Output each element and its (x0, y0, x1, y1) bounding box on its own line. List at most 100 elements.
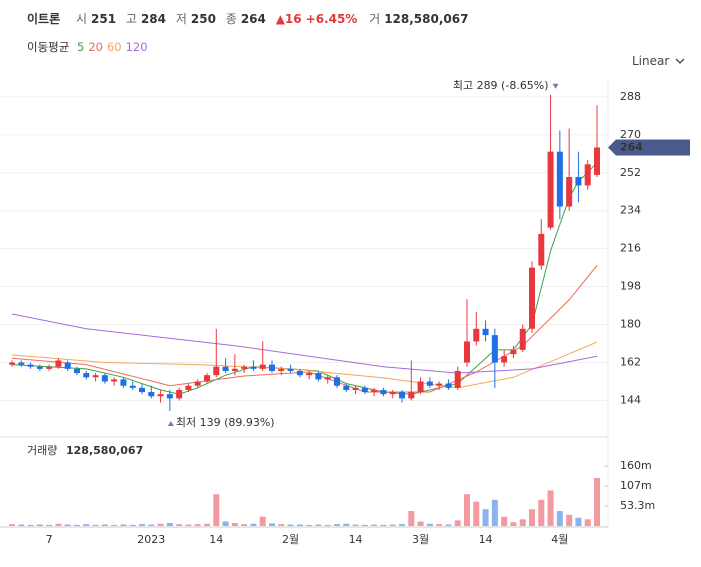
ma-legend-item: 60 (106, 40, 122, 54)
price-tag-label: 264 (620, 140, 643, 153)
open-value: 251 (91, 12, 117, 26)
volume-bar (36, 524, 43, 526)
marker (552, 83, 559, 89)
candle-body (74, 368, 80, 374)
candle-body (269, 364, 275, 371)
volume-bar (445, 524, 452, 526)
volume-bar (380, 524, 387, 526)
ma-legend-item: 120 (125, 40, 148, 54)
low-value: 250 (190, 12, 216, 26)
moving-average-line (11, 341, 598, 389)
candle-body (389, 392, 396, 395)
candle-body (129, 385, 136, 388)
x-tick-label: 3월 (412, 533, 429, 546)
volume-bar (74, 524, 80, 526)
volume-bar (18, 524, 25, 526)
x-tick-label: 14 (209, 533, 223, 546)
volume-bar (584, 519, 591, 526)
volume-bar (473, 501, 480, 526)
candle-body (584, 164, 591, 186)
volume-bar (120, 524, 127, 526)
candle-body (64, 362, 71, 369)
candle-body (287, 368, 294, 371)
volume-bar (361, 524, 368, 526)
candle-body (259, 364, 266, 369)
candle-body (510, 349, 517, 355)
y-tick-label: 270 (620, 128, 641, 141)
volume-bar (55, 523, 62, 526)
moving-average-line (11, 313, 598, 374)
volume-bar (101, 524, 108, 526)
candle-body (166, 394, 173, 399)
candle-body (9, 362, 15, 365)
candle-body (324, 377, 331, 380)
moving-average-line (11, 161, 598, 395)
candle-body (139, 387, 145, 393)
chevron[interactable] (675, 57, 685, 65)
volume-bar (547, 490, 554, 526)
volume-bar (436, 524, 443, 526)
volume-bar (352, 524, 359, 526)
candle-body (473, 328, 480, 342)
candle-body (18, 362, 25, 365)
volume-bar (417, 521, 424, 526)
candle-body (547, 151, 554, 228)
candle-body (426, 381, 433, 386)
volume-bar (324, 524, 331, 526)
volume-tick-label: 53.3m (620, 499, 655, 512)
volume-bar (259, 516, 266, 526)
scale-toggle[interactable]: Linear (632, 54, 685, 68)
candle-body (464, 341, 470, 363)
volume-bar (426, 523, 433, 526)
volume-bar (166, 523, 173, 526)
candle-body (575, 176, 582, 186)
candle-body (399, 392, 405, 399)
volume-bar (501, 516, 508, 526)
candle-body (176, 389, 183, 399)
candle-body (371, 389, 378, 393)
volume-bar (306, 524, 313, 526)
candle-body (594, 147, 600, 175)
candle-body (556, 151, 563, 207)
candle-body (306, 373, 313, 376)
stock-name: 이트론 (27, 12, 61, 26)
volume-bar (27, 524, 34, 526)
candle-body (111, 379, 118, 382)
candle-body (343, 385, 350, 390)
candle-body (296, 370, 303, 376)
candle-body (250, 366, 257, 369)
volume-bar (185, 524, 192, 526)
volume-bar (213, 494, 220, 526)
volume-bar (464, 494, 470, 526)
candle-body (380, 389, 387, 395)
candle-body (445, 383, 452, 388)
candle-body (491, 335, 498, 363)
close-label: 종 (225, 12, 237, 26)
y-tick-label: 234 (620, 204, 641, 217)
volume-tick-label: 107m (620, 479, 652, 492)
volume-bar (111, 524, 118, 526)
candle-body (361, 387, 368, 393)
volume-bar (278, 524, 285, 526)
volume-bar (399, 524, 405, 526)
candle-body (231, 368, 238, 371)
candle-body (46, 366, 53, 369)
volume-bar (454, 520, 461, 526)
volume-bar (250, 523, 257, 526)
high-label: 고 (125, 12, 137, 26)
volume-bar (519, 519, 526, 526)
candle-body (194, 381, 201, 386)
volume-bar (334, 524, 340, 526)
candle-body (92, 375, 99, 378)
scale-mode[interactable]: Linear (632, 54, 670, 68)
volume-bar (529, 509, 535, 526)
volume-label: 거 (369, 12, 381, 26)
moving-average-line (11, 265, 598, 393)
change: ▲16 (275, 12, 302, 26)
open-label: 시 (75, 12, 87, 26)
ma-legend-item: 5 (76, 40, 85, 54)
candle-body (408, 392, 415, 399)
volume-bar (287, 524, 294, 526)
low-label: 저 (175, 12, 187, 26)
